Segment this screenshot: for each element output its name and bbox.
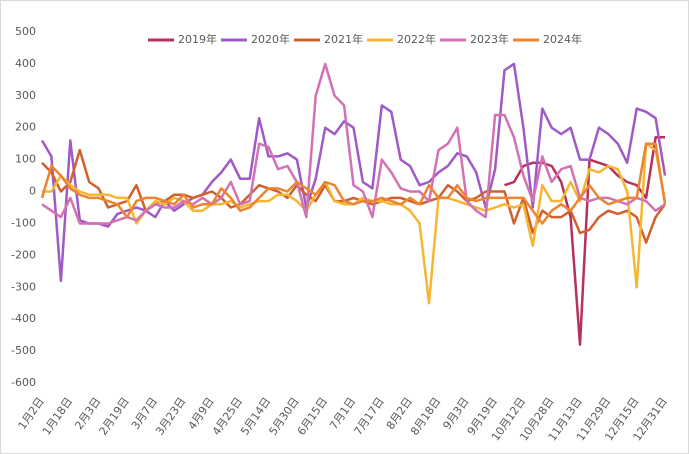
y-tick-label: -500 [11,344,36,357]
legend-label: 2020年 [251,32,290,46]
y-tick-label: 0 [29,185,36,198]
y-tick-label: 300 [15,89,36,102]
legend-label: 2021年 [324,32,363,46]
y-tick-label: -100 [11,216,36,229]
y-tick-label: -400 [11,312,36,325]
legend-label: 2022年 [397,32,436,46]
y-tick-label: 400 [15,57,36,70]
y-tick-label: 500 [15,25,36,38]
y-tick-label: -200 [11,248,36,261]
series-line [40,142,667,225]
legend-label: 2019年 [178,32,217,46]
series-line [41,62,666,225]
y-tick-label: 100 [15,153,36,166]
legend-label: 2024年 [543,32,582,46]
y-tick-label: -600 [11,376,36,389]
y-tick-label: 200 [15,121,36,134]
y-tick-label: -300 [11,280,36,293]
legend: 2019年 2020年 2021年 2022年 2023年 2024年 [148,32,582,46]
legend-label: 2023年 [470,32,509,46]
